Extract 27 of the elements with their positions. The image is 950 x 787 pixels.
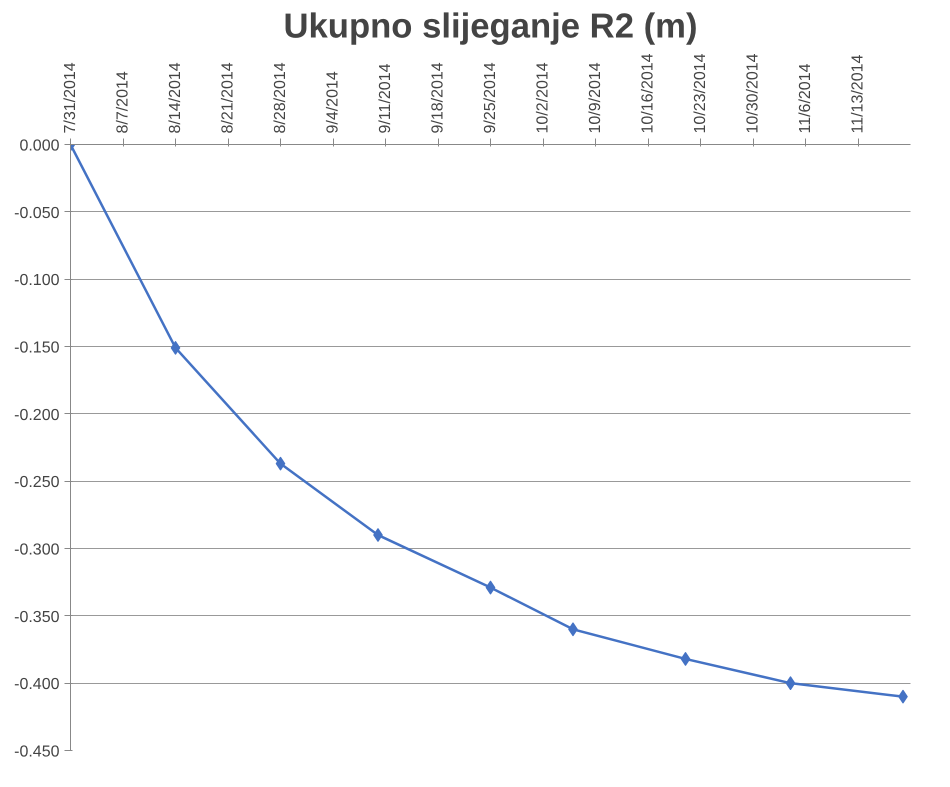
y-tick-label: -0.350 [14,608,60,626]
x-tick-label: 10/30/2014 [744,53,762,134]
x-tick-label: 7/31/2014 [62,62,79,134]
y-tick-label: -0.300 [14,542,60,558]
x-tick-label: 11/13/2014 [850,54,866,134]
x-tick-label: 9/11/2014 [377,63,394,134]
y-tick-label: -0.050 [14,204,60,222]
x-tick-label: 8/21/2014 [220,62,236,134]
x-tick-label: 8/7/2014 [114,71,132,134]
y-tick-label: -0.400 [14,676,60,694]
y-tick-label: -0.200 [14,406,60,424]
y-tick-label: -0.100 [14,272,60,290]
x-tick-label: 8/14/2014 [167,62,184,134]
x-tick-label: 8/28/2014 [272,62,289,134]
chart-title: Ukupno slijeganje R2 (m) [283,8,698,46]
y-tick-label: -0.250 [14,474,60,492]
y-tick-label: -0.150 [14,340,60,356]
x-tick-label: 9/4/2014 [324,71,342,134]
x-tick-label: 10/16/2014 [640,53,656,134]
y-tick-label: -0.450 [14,744,60,760]
x-tick-label: 10/23/2014 [692,53,709,134]
x-tick-label: 9/25/2014 [482,62,499,134]
x-tick-label: 10/2/2014 [534,62,552,134]
x-tick-label: 10/9/2014 [587,62,604,134]
x-tick-label: 9/18/2014 [430,62,446,134]
x-tick-label: 11/6/2014 [797,63,814,134]
y-tick-label: 0.000 [19,138,60,154]
